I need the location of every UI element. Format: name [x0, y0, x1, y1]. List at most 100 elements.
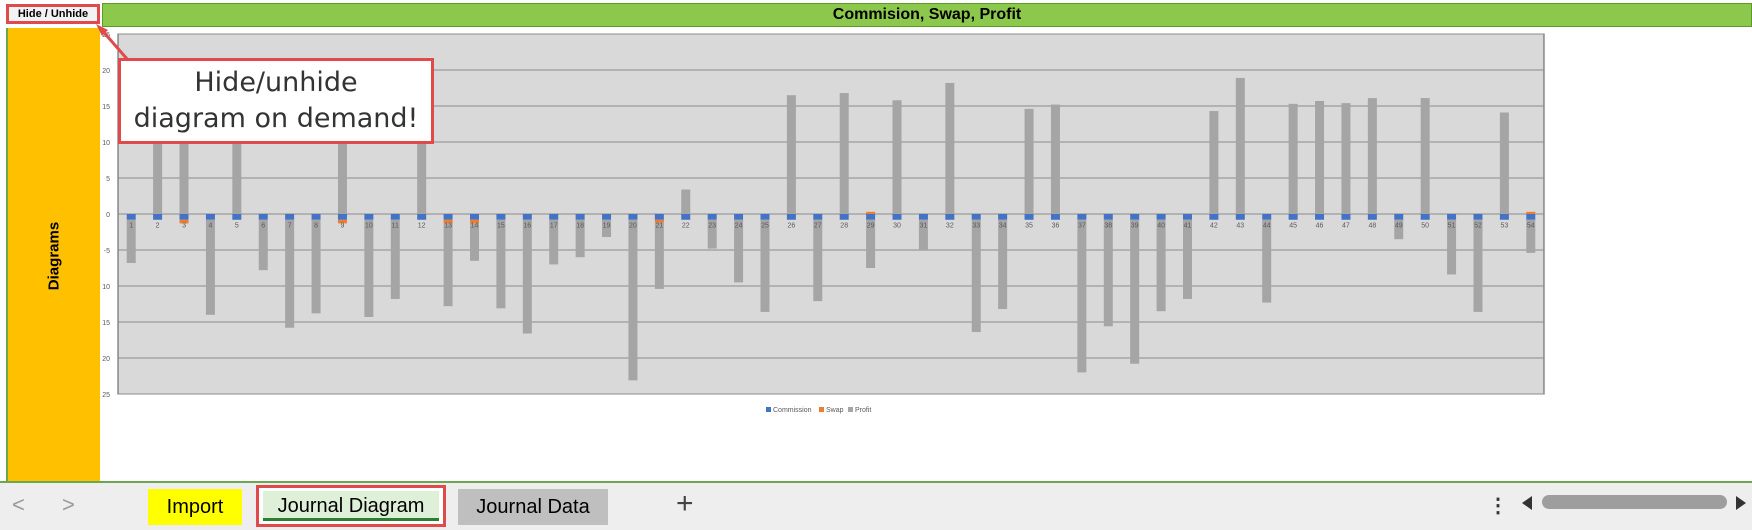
legend-label: Profit [855, 407, 871, 414]
swap-bar [1526, 211, 1536, 214]
legend-swatch [819, 407, 824, 412]
profit-bar [1288, 103, 1298, 214]
profit-bar [628, 219, 638, 381]
tab-journal-diagram[interactable]: Journal Diagram [256, 485, 446, 527]
scroll-right-icon[interactable] [1736, 496, 1746, 510]
next-sheet-arrow[interactable]: > [62, 492, 75, 517]
y-tick-label: -25 [102, 392, 110, 399]
category-label: 10 [365, 223, 373, 230]
category-label: 42 [1210, 223, 1218, 230]
callout-line-1: Hide/unhide [194, 67, 358, 98]
commission-bar [839, 214, 849, 220]
category-label: 3 [182, 223, 186, 230]
hide-unhide-button[interactable]: Hide / Unhide [6, 4, 100, 24]
profit-bar [285, 219, 295, 328]
category-label: 4 [208, 223, 212, 230]
y-tick-label: -20 [102, 356, 110, 363]
category-label: 39 [1131, 223, 1139, 230]
profit-bar [760, 219, 770, 312]
category-label: 1 [129, 223, 133, 230]
category-label: 48 [1368, 223, 1376, 230]
category-label: 28 [840, 223, 848, 230]
scroll-left-icon[interactable] [1522, 496, 1532, 510]
category-label: 27 [814, 223, 822, 230]
category-label: 53 [1500, 223, 1508, 230]
commission-bar [813, 214, 823, 220]
swap-bar [470, 219, 479, 224]
profit-bar [1394, 219, 1404, 240]
category-label: 40 [1157, 223, 1165, 230]
category-label: 19 [603, 223, 611, 230]
category-label: 35 [1025, 223, 1033, 230]
commission-bar [971, 214, 981, 220]
profit-bar [443, 223, 453, 307]
profit-bar [205, 219, 215, 315]
profit-bar [945, 82, 955, 215]
category-label: 18 [576, 223, 584, 230]
tab-import[interactable]: Import [148, 489, 242, 525]
commission-bar [1103, 214, 1113, 220]
category-label: 14 [471, 223, 479, 230]
profit-bar [1262, 219, 1272, 303]
category-label: 7 [288, 223, 292, 230]
commission-bar [126, 214, 136, 220]
category-label: 25 [761, 223, 769, 230]
add-sheet-button[interactable]: + [676, 487, 694, 520]
horizontal-scrollbar[interactable] [1542, 495, 1727, 509]
category-label: 5 [235, 223, 239, 230]
swap-bar [654, 219, 664, 223]
commission-bar [179, 214, 189, 220]
profit-bar [575, 219, 585, 258]
category-label: 33 [972, 223, 980, 230]
commission-bar [390, 214, 400, 220]
commission-bar [654, 214, 664, 220]
y-tick-label: -5 [104, 248, 110, 255]
commission-bar [1209, 214, 1219, 220]
category-label: 16 [523, 223, 531, 230]
sheet-tab-bar: < > Import Journal Diagram Journal Data … [0, 483, 1752, 530]
more-options-icon[interactable]: ⋮ [1488, 495, 1508, 517]
commission-bar [337, 214, 347, 220]
profit-bar [1473, 219, 1483, 312]
category-label: 23 [708, 223, 716, 230]
category-label: 54 [1527, 223, 1535, 230]
profit-bar [522, 219, 532, 334]
profit-bar [866, 219, 876, 268]
commission-bar [1341, 214, 1351, 220]
category-label: 51 [1448, 223, 1456, 230]
category-label: 34 [999, 223, 1007, 230]
commission-bar [1130, 214, 1140, 220]
commission-bar [205, 214, 215, 220]
prev-sheet-arrow[interactable]: < [12, 492, 25, 517]
commission-bar [153, 214, 163, 220]
category-label: 22 [682, 223, 690, 230]
profit-bar [707, 219, 717, 249]
profit-bar [1315, 100, 1325, 214]
profit-bar [126, 219, 136, 263]
commission-bar [602, 214, 612, 220]
category-label: 31 [920, 223, 928, 230]
profit-bar [390, 219, 400, 299]
commission-bar [364, 214, 374, 220]
profit-bar [1341, 103, 1351, 214]
category-label: 30 [893, 223, 901, 230]
category-label: 47 [1342, 223, 1350, 230]
category-label: 45 [1289, 223, 1297, 230]
category-label: 6 [261, 223, 265, 230]
tab-journal-data[interactable]: Journal Data [458, 489, 608, 525]
profit-bar [734, 219, 744, 283]
profit-bar [1024, 108, 1034, 214]
profit-bar [892, 100, 902, 214]
commission-bar [470, 214, 479, 220]
commission-bar [1156, 214, 1166, 220]
category-label: 17 [550, 223, 558, 230]
commission-bar [998, 214, 1008, 220]
profit-bar [337, 120, 347, 214]
callout-line-2: diagram on demand! [133, 103, 419, 134]
commission-bar [1499, 214, 1509, 220]
commission-bar [417, 214, 427, 220]
profit-bar [1526, 219, 1536, 253]
profit-bar [364, 219, 374, 317]
commission-bar [681, 214, 691, 220]
diagrams-label: Diagrams [45, 221, 63, 290]
